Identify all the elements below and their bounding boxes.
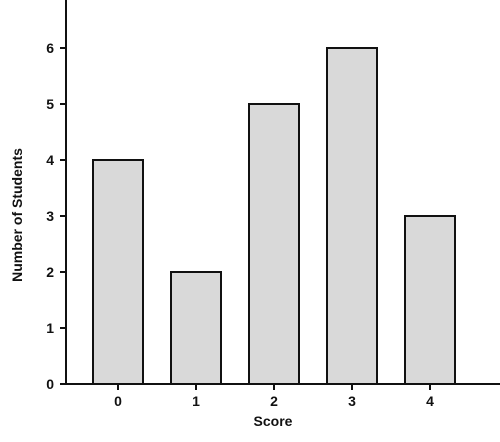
x-tick-label: 4 bbox=[426, 393, 434, 409]
y-tick-label: 1 bbox=[46, 320, 54, 336]
y-tick-label: 0 bbox=[46, 376, 54, 392]
x-tick-label: 2 bbox=[270, 393, 278, 409]
y-axis-ticks: 0 1 2 3 4 5 6 bbox=[46, 40, 66, 392]
bar-score-3 bbox=[326, 47, 378, 385]
y-tick-label: 5 bbox=[46, 96, 54, 112]
y-tick-label: 3 bbox=[46, 208, 54, 224]
bar-score-1 bbox=[170, 271, 222, 385]
x-axis-ticks: 0 1 2 3 4 bbox=[114, 384, 434, 409]
y-tick-label: 2 bbox=[46, 264, 54, 280]
x-axis-title: Score bbox=[254, 413, 293, 429]
y-tick-label: 6 bbox=[46, 40, 54, 56]
x-tick-label: 1 bbox=[192, 393, 200, 409]
x-tick-label: 3 bbox=[348, 393, 356, 409]
x-tick-label: 0 bbox=[114, 393, 122, 409]
bars-group bbox=[92, 47, 456, 385]
bar-score-4 bbox=[404, 215, 456, 385]
y-tick-label: 4 bbox=[46, 152, 54, 168]
y-axis-title: Number of Students bbox=[9, 148, 25, 282]
bar-score-2 bbox=[248, 103, 300, 385]
bar-score-0 bbox=[92, 159, 144, 385]
